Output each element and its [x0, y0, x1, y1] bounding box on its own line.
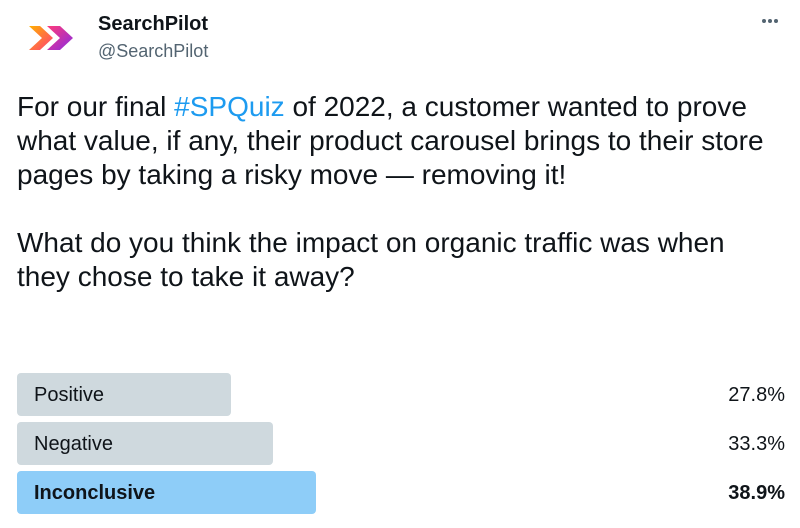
searchpilot-logo-avatar[interactable]: [22, 9, 80, 67]
poll-option-bar: [17, 471, 316, 514]
poll-option-positive[interactable]: Positive 27.8%: [17, 373, 785, 416]
more-dot-icon: [768, 19, 772, 23]
author-display-name[interactable]: SearchPilot: [98, 13, 209, 35]
tweet-question: What do you think the impact on organic …: [17, 227, 725, 292]
poll-option-negative[interactable]: Negative 33.3%: [17, 422, 785, 465]
poll-option-bar: [17, 422, 273, 465]
poll-option-percent: 38.9%: [728, 482, 785, 504]
poll-option-percent: 27.8%: [728, 384, 785, 406]
searchpilot-chevrons-logo-icon: [29, 26, 73, 50]
poll-option-percent: 33.3%: [728, 433, 785, 455]
tweet-text-suffix: of 2022, a customer wanted to prove what…: [17, 91, 764, 190]
poll-option-bar: [17, 373, 231, 416]
poll-option-label: Negative: [34, 433, 113, 455]
more-options-button[interactable]: [756, 13, 784, 29]
tweet-paragraph-1: For our final #SPQuiz of 2022, a custome…: [17, 90, 777, 192]
poll-option-label: Positive: [34, 384, 105, 406]
author-handle[interactable]: @SearchPilot: [98, 41, 209, 61]
tweet-text-prefix: For our final: [17, 91, 175, 122]
logo-left-chevron: [29, 26, 53, 50]
poll-option-inconclusive[interactable]: Inconclusive 38.9%: [17, 471, 785, 514]
poll-option-label: Inconclusive: [34, 482, 156, 504]
more-dot-icon: [762, 19, 766, 23]
hashtag-link[interactable]: #SPQuiz: [174, 91, 285, 122]
tweet-body: For our final #SPQuiz of 2022, a custome…: [17, 90, 777, 294]
tweet-header: SearchPilot @SearchPilot: [22, 9, 782, 67]
more-dot-icon: [774, 19, 778, 23]
logo-right-chevron: [47, 26, 73, 50]
poll-results: Positive 27.8% Negative 33.3% Inconclusive 38…: [17, 373, 785, 518]
